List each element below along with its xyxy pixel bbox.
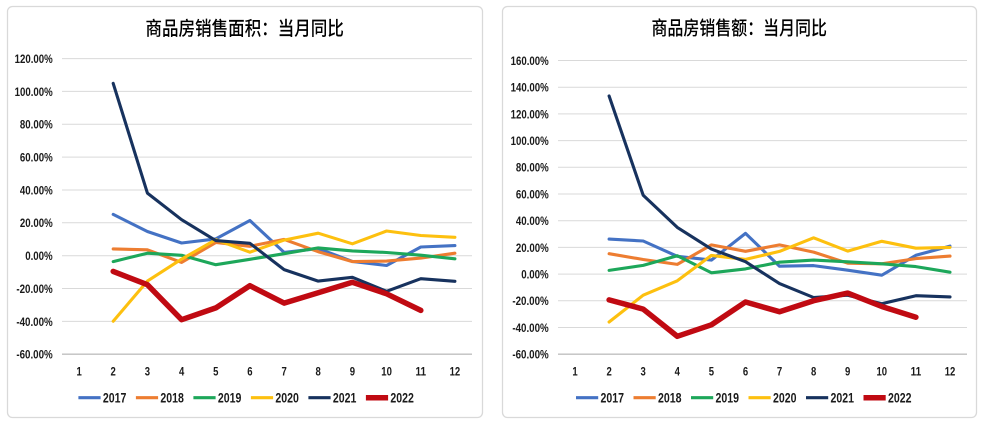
svg-text:9: 9 <box>350 365 355 379</box>
svg-text:6: 6 <box>247 365 252 379</box>
svg-text:10: 10 <box>877 365 888 379</box>
svg-text:2017: 2017 <box>601 390 625 405</box>
svg-text:40.00%: 40.00% <box>20 183 53 197</box>
svg-text:-60.00%: -60.00% <box>16 348 52 362</box>
svg-text:160.00%: 160.00% <box>511 54 549 68</box>
svg-text:7: 7 <box>777 365 782 379</box>
svg-text:-40.00%: -40.00% <box>16 315 52 329</box>
svg-text:2022: 2022 <box>390 390 414 405</box>
svg-text:5: 5 <box>213 365 218 379</box>
svg-text:2021: 2021 <box>831 390 855 405</box>
svg-text:100.00%: 100.00% <box>511 134 549 148</box>
svg-text:12: 12 <box>945 365 956 379</box>
svg-text:80.00%: 80.00% <box>516 161 549 175</box>
svg-text:60.00%: 60.00% <box>20 151 53 165</box>
svg-text:9: 9 <box>845 365 850 379</box>
svg-text:2: 2 <box>111 365 116 379</box>
svg-text:20.00%: 20.00% <box>516 241 549 255</box>
svg-text:2017: 2017 <box>103 390 127 405</box>
svg-text:80.00%: 80.00% <box>20 118 53 132</box>
svg-text:140.00%: 140.00% <box>511 81 549 95</box>
svg-text:4: 4 <box>675 365 680 379</box>
svg-text:3: 3 <box>641 365 646 379</box>
svg-text:1: 1 <box>76 365 81 379</box>
svg-text:-20.00%: -20.00% <box>512 294 548 308</box>
svg-text:0.00%: 0.00% <box>25 249 53 263</box>
svg-text:10: 10 <box>381 365 392 379</box>
svg-text:7: 7 <box>281 365 286 379</box>
svg-text:-20.00%: -20.00% <box>16 282 52 296</box>
svg-text:2: 2 <box>606 365 611 379</box>
svg-text:3: 3 <box>145 365 150 379</box>
svg-text:2020: 2020 <box>275 390 299 405</box>
svg-text:-40.00%: -40.00% <box>512 321 548 335</box>
svg-text:11: 11 <box>416 365 427 379</box>
svg-text:4: 4 <box>179 365 184 379</box>
svg-text:40.00%: 40.00% <box>516 214 549 228</box>
svg-text:100.00%: 100.00% <box>15 85 53 99</box>
svg-text:11: 11 <box>911 365 922 379</box>
svg-text:0.00%: 0.00% <box>521 268 549 282</box>
svg-text:2019: 2019 <box>218 390 242 405</box>
svg-text:1: 1 <box>572 365 577 379</box>
svg-text:12: 12 <box>450 365 461 379</box>
svg-text:8: 8 <box>811 365 816 379</box>
svg-text:20.00%: 20.00% <box>20 216 53 230</box>
svg-text:-60.00%: -60.00% <box>512 348 548 362</box>
svg-text:5: 5 <box>709 365 714 379</box>
svg-text:60.00%: 60.00% <box>516 187 549 201</box>
svg-text:2019: 2019 <box>716 390 740 405</box>
svg-text:120.00%: 120.00% <box>511 107 549 121</box>
svg-text:2022: 2022 <box>888 390 912 405</box>
svg-text:120.00%: 120.00% <box>15 52 53 66</box>
svg-text:2020: 2020 <box>773 390 797 405</box>
svg-text:6: 6 <box>743 365 748 379</box>
svg-text:2018: 2018 <box>160 390 184 405</box>
svg-text:2018: 2018 <box>658 390 682 405</box>
svg-text:2021: 2021 <box>333 390 357 405</box>
svg-text:8: 8 <box>316 365 321 379</box>
